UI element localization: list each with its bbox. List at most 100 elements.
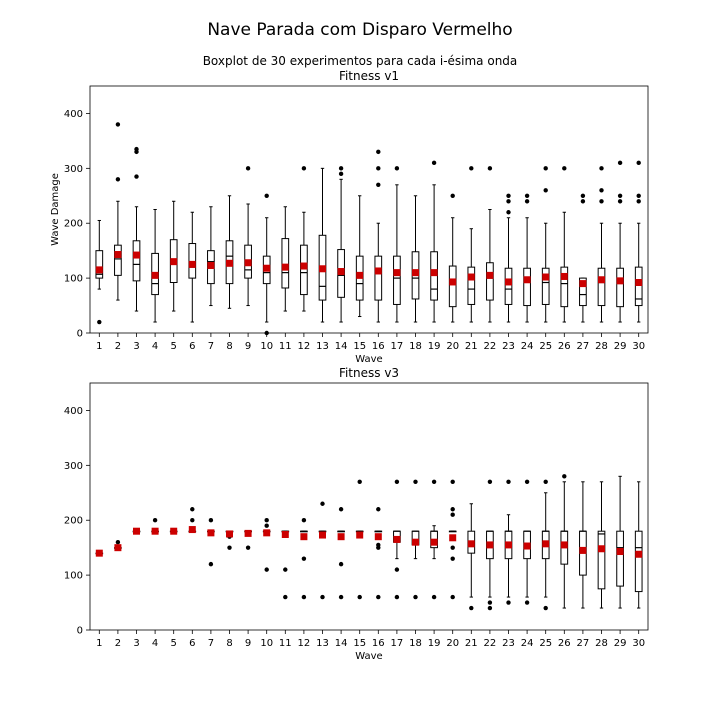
outlier-point: [636, 199, 641, 204]
iqr-box: [634, 266, 643, 307]
iqr-box: [132, 240, 141, 282]
box-wave-24: [523, 193, 531, 323]
outlier-point: [338, 166, 344, 171]
mean-marker: [281, 530, 289, 538]
mean-marker: [579, 546, 587, 554]
outlier-point: [599, 166, 604, 171]
outlier-point: [431, 594, 437, 600]
mean-marker: [133, 527, 140, 535]
iqr-box: [560, 266, 569, 308]
iqr-box: [634, 530, 643, 593]
x-tick-label: 29: [614, 638, 627, 649]
outlier-point: [264, 523, 269, 528]
x-tick-label: 13: [316, 341, 329, 352]
outlier-point: [506, 479, 511, 484]
mean-marker: [393, 535, 401, 543]
box-wave-25: [541, 479, 550, 611]
box-wave-7: [207, 206, 215, 307]
x-tick-label: 4: [152, 638, 158, 649]
box-wave-18: [411, 479, 420, 600]
y-tick-label: 100: [64, 571, 83, 582]
mean-marker: [560, 272, 568, 280]
outlier-point: [599, 188, 604, 193]
outlier-point: [487, 605, 493, 611]
mean-marker: [467, 540, 475, 548]
box-wave-20: [448, 479, 457, 600]
iqr-box: [467, 266, 476, 305]
x-tick-label: 2: [115, 638, 121, 649]
outlier-point: [227, 545, 232, 550]
x-tick-label: 15: [353, 638, 366, 649]
mean-marker: [430, 269, 438, 277]
mean-marker: [244, 259, 252, 267]
x-tick-label: 8: [226, 638, 232, 649]
outlier-point: [636, 193, 641, 198]
y-tick-label: 400: [64, 406, 83, 417]
x-tick-label: 30: [632, 341, 645, 352]
box-wave-29: [616, 160, 624, 323]
mean-marker: [412, 269, 419, 277]
outlier-point: [413, 594, 418, 600]
box-wave-27: [579, 481, 587, 609]
outlier-point: [543, 188, 548, 193]
mean-marker: [356, 531, 364, 539]
x-axis-label: Wave: [355, 354, 382, 365]
chart-title: Fitness v1: [339, 69, 399, 83]
x-tick-label: 20: [446, 638, 459, 649]
mean-marker: [170, 258, 178, 266]
x-tick-label: 6: [189, 341, 195, 352]
outlier-point: [636, 160, 641, 166]
outlier-point: [617, 160, 623, 166]
outlier-point: [115, 122, 121, 127]
box-wave-2: [114, 122, 122, 301]
chart-title: Fitness v3: [339, 366, 399, 380]
mean-marker: [616, 277, 624, 285]
mean-marker: [523, 542, 531, 550]
outlier-point: [152, 518, 158, 523]
outlier-point: [97, 319, 102, 325]
outlier-point: [450, 545, 455, 550]
x-tick-label: 25: [539, 341, 552, 352]
iqr-box: [393, 255, 401, 305]
iqr-box: [579, 277, 587, 307]
x-tick-label: 14: [335, 341, 348, 352]
box-wave-1: [95, 219, 104, 325]
mean-marker: [151, 271, 159, 279]
outlier-point: [338, 507, 344, 512]
iqr-box: [114, 244, 122, 276]
outlier-point: [506, 199, 511, 204]
x-tick-label: 8: [226, 341, 232, 352]
box-wave-11: [281, 530, 290, 600]
outlier-point: [450, 512, 455, 517]
box-wave-13: [318, 501, 327, 600]
mean-marker: [356, 271, 364, 279]
outlier-point: [450, 556, 455, 561]
box-wave-18: [411, 195, 420, 323]
outlier-point: [376, 507, 381, 512]
outlier-point: [431, 160, 437, 166]
mean-marker: [300, 262, 308, 270]
x-tick-label: 26: [558, 638, 571, 649]
y-tick-label: 300: [64, 164, 83, 175]
x-tick-label: 11: [279, 638, 292, 649]
outlier-point: [376, 542, 381, 548]
y-axis-label: Wave Damage: [50, 173, 61, 246]
mean-marker: [319, 531, 326, 539]
mean-marker: [635, 550, 643, 558]
x-tick-label: 3: [133, 638, 139, 649]
box-wave-7: [207, 518, 215, 567]
outlier-point: [283, 594, 288, 600]
mean-marker: [207, 529, 215, 537]
box-wave-16: [374, 507, 383, 600]
y-tick-label: 300: [64, 461, 83, 472]
outlier-point: [524, 479, 530, 484]
mean-marker: [300, 533, 308, 541]
x-tick-label: 5: [171, 638, 177, 649]
box-wave-11: [281, 206, 290, 312]
outlier-point: [134, 174, 139, 179]
x-tick-label: 22: [484, 341, 497, 352]
x-tick-label: 23: [502, 638, 515, 649]
mean-marker: [263, 529, 271, 537]
mean-marker: [244, 529, 252, 537]
